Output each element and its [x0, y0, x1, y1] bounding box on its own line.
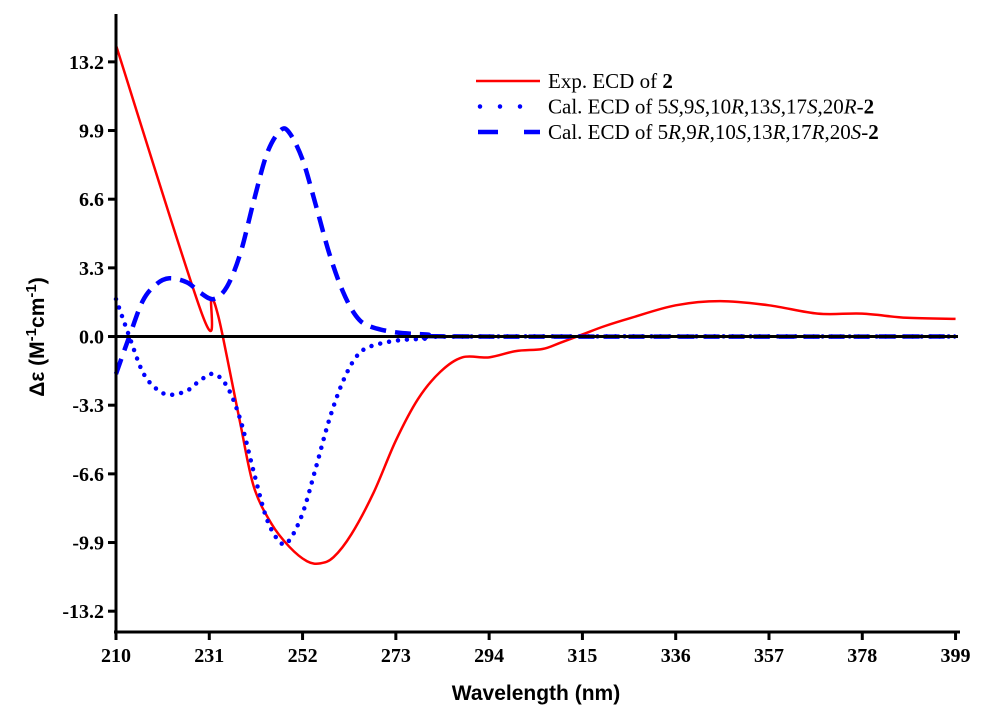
y-tick-label: 13.2	[69, 52, 104, 74]
legend-label-part: R	[772, 120, 786, 144]
x-tick-label: 231	[194, 645, 224, 667]
x-tick-label: 378	[847, 645, 877, 667]
legend-label-part: ,13	[744, 95, 770, 119]
legend-label-part: R	[696, 120, 710, 144]
legend-label-part: S	[807, 95, 818, 119]
y-title-suffix: )	[26, 277, 49, 284]
legend-label-part: ,20	[824, 120, 850, 144]
x-tick-label: 399	[941, 645, 971, 667]
series-line-dashed	[113, 126, 956, 375]
legend-label-part: ,20	[817, 95, 843, 119]
legend-label-part: ,9	[679, 95, 695, 119]
legend-label-part: ,9	[681, 120, 697, 144]
legend-label-part: ,10	[710, 120, 736, 144]
legend-label-part: ,17	[785, 120, 811, 144]
legend-label-part: S	[770, 95, 781, 119]
ticks: 210 231 252 273 294 315 336 357 378 399 13.2 9.9 6.6…	[62, 52, 970, 667]
legend-label-part: 2	[864, 95, 875, 119]
legend-label-part: ,17	[781, 95, 807, 119]
x-tick-label: 273	[381, 645, 411, 667]
x-axis-title: Wavelength (nm)	[452, 682, 620, 705]
legend-label-part: ,13	[746, 120, 772, 144]
series-line-dotted	[113, 296, 958, 547]
y-title-prefix: Δε (M	[26, 341, 49, 396]
y-tick-label: -6.6	[72, 464, 104, 486]
y-title-mid: cm	[26, 298, 49, 328]
y-tick-label: -9.9	[72, 533, 104, 555]
legend-label-part: S	[851, 120, 862, 144]
legend-label-part: Cal. ECD of 5	[548, 120, 668, 144]
x-tick-label: 252	[288, 645, 318, 667]
y-tick-label: -3.3	[72, 395, 104, 417]
x-tick-label: 294	[474, 645, 504, 667]
legend-label-part: R	[843, 95, 857, 119]
legend-label: Exp. ECD of 2	[548, 69, 673, 93]
y-tick-label: 9.9	[79, 121, 104, 143]
legend-label-part: R	[730, 95, 744, 119]
series-line-solid	[114, 44, 956, 565]
legend-label-part: Exp. ECD of	[548, 69, 662, 93]
y-axis-title: Δε (M-1cm-1)	[23, 277, 49, 396]
x-tick-label: 336	[661, 645, 691, 667]
legend-label-part: ,10	[705, 95, 731, 119]
series-layer	[113, 44, 958, 565]
legend-label-part: 2	[662, 69, 673, 93]
legend-label: Cal. ECD of 5S,9S,10R,13S,17S,20R-2	[548, 95, 874, 119]
y-title-sup2: -1	[23, 284, 40, 297]
legend-label-part: S	[668, 95, 679, 119]
legend-label-part: S	[694, 95, 705, 119]
legend-label-part: 2	[868, 120, 879, 144]
legend-label-part: R	[667, 120, 681, 144]
legend-label: Cal. ECD of 5R,9R,10S,13R,17R,20S-2	[548, 120, 879, 144]
legend-label-part: -	[857, 95, 864, 119]
x-tick-label: 210	[101, 645, 131, 667]
legend-label-part: S	[736, 120, 747, 144]
y-tick-label: -13.2	[62, 601, 104, 623]
x-tick-label: 315	[567, 645, 597, 667]
y-tick-label: 0.0	[79, 327, 104, 349]
y-title-sup1: -1	[23, 328, 40, 341]
legend-label-part: R	[811, 120, 825, 144]
legend-label-part: Cal. ECD of 5	[548, 95, 668, 119]
legend-label-part: -	[861, 120, 868, 144]
x-tick-label: 357	[754, 645, 784, 667]
y-tick-label: 6.6	[79, 189, 104, 211]
y-tick-label: 3.3	[79, 258, 104, 280]
